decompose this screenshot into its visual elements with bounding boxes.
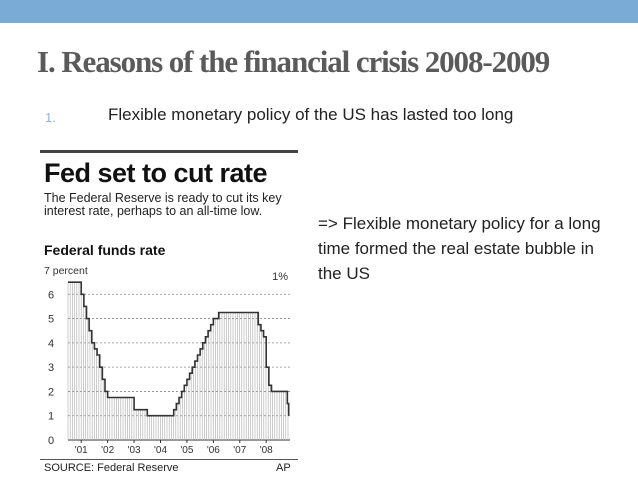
chart-top-rule [40, 150, 298, 153]
bullet-number: 1. [45, 110, 56, 125]
x-tick-label: '01 [75, 445, 88, 456]
x-tick-label: '05 [180, 445, 193, 456]
current-rate-annotation: 1% [272, 271, 288, 283]
rate-line [68, 281, 290, 417]
y-tick-label: 5 [48, 314, 54, 326]
chart-subtitle: Federal funds rate [44, 242, 166, 258]
y-tick-label: 4 [48, 338, 54, 350]
slide-title: I. Reasons of the financial crisis 2008-… [37, 44, 550, 79]
x-tick-label: '04 [154, 445, 167, 456]
chart-description: The Federal Reserve is ready to cut its … [44, 191, 282, 218]
chart-plot-area: 7 percent 0 1 2 3 4 5 6 '01 '02 '03 '04 '05 '06 '07 '08… [44, 265, 290, 456]
x-tick-label: '07 [233, 445, 246, 456]
top-accent-bar [0, 0, 638, 23]
fed-rate-chart: Fed set to cut rate The Federal Reserve … [40, 150, 298, 480]
x-tick-label: '06 [207, 445, 220, 456]
chart-heading: Fed set to cut rate [44, 158, 268, 188]
y-tick-label: 3 [48, 362, 54, 374]
conclusion-note: => Flexible monetary policy for a long t… [318, 214, 601, 283]
y-tick-label: 0 [48, 435, 54, 447]
x-tick-label: '03 [128, 445, 141, 456]
bullet-text: Flexible monetary policy of the US has l… [108, 105, 514, 124]
y-tick-label: 2 [48, 386, 54, 398]
y-axis-top-label: 7 percent [44, 265, 88, 277]
y-tick-label: 6 [48, 289, 54, 301]
x-tick-label: '08 [260, 445, 273, 456]
y-tick-label: 1 [48, 411, 54, 423]
chart-bottom-rule [40, 459, 298, 460]
x-tick-label: '02 [101, 445, 114, 456]
chart-source: SOURCE: Federal Reserve [44, 462, 179, 474]
chart-credit: AP [276, 462, 291, 474]
